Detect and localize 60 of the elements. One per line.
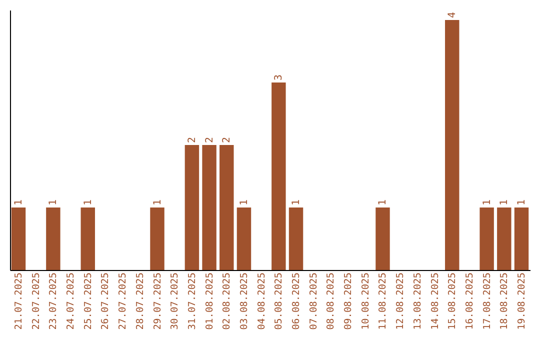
x-tick-label: 22.07.2025 — [30, 272, 42, 330]
bar — [11, 208, 26, 270]
x-tick-label: 02.08.2025 — [222, 272, 233, 330]
data-label: 2 — [186, 136, 198, 143]
data-label: 1 — [152, 199, 164, 206]
x-tick-label: 10.08.2025 — [360, 272, 372, 330]
data-label: 1 — [14, 199, 24, 206]
x-tick-label: 18.08.2025 — [499, 272, 510, 330]
x-tick-label: 25.07.2025 — [82, 272, 94, 330]
data-label: 2 — [222, 136, 233, 143]
x-tick-label: 27.07.2025 — [118, 272, 129, 330]
data-label: 1 — [291, 199, 302, 206]
x-tick-label: 23.07.2025 — [48, 272, 60, 330]
x-tick-label: 17.08.2025 — [482, 272, 493, 330]
x-tick-label: 08.08.2025 — [326, 272, 337, 330]
x-tick-label: 01.08.2025 — [204, 272, 216, 330]
bar — [376, 208, 390, 270]
x-tick-label: 09.08.2025 — [343, 272, 354, 330]
bar — [46, 208, 60, 270]
x-tick-label: 07.08.2025 — [308, 272, 320, 330]
data-label: 1 — [516, 199, 528, 206]
x-tick-label: 30.07.2025 — [170, 272, 181, 330]
x-tick-label: 24.07.2025 — [66, 272, 77, 330]
x-tick-label: 28.07.2025 — [134, 272, 146, 330]
data-label: 1 — [482, 199, 493, 206]
bar — [497, 208, 512, 270]
bar — [80, 208, 95, 270]
x-tick-label: 03.08.2025 — [238, 272, 250, 330]
x-tick-label: 16.08.2025 — [464, 272, 476, 330]
x-tick-label: 26.07.2025 — [100, 272, 112, 330]
data-label: 3 — [274, 74, 285, 80]
bar — [220, 145, 234, 270]
x-tick-label: 04.08.2025 — [256, 272, 268, 330]
data-label: 1 — [238, 199, 250, 206]
bar — [288, 208, 304, 270]
x-tick-label: 29.07.2025 — [152, 272, 164, 330]
x-tick-label: 21.07.2025 — [14, 272, 24, 330]
x-tick-label: 05.08.2025 — [274, 272, 285, 330]
x-tick-label: 14.08.2025 — [430, 272, 441, 330]
bar — [202, 145, 216, 270]
x-tick-label: 12.08.2025 — [395, 272, 406, 330]
x-tick-label: 06.08.2025 — [291, 272, 302, 330]
data-label: 1 — [378, 199, 389, 206]
x-tick-label: 31.07.2025 — [186, 272, 198, 330]
bar — [445, 20, 460, 270]
x-tick-label: 15.08.2025 — [447, 272, 458, 330]
data-label: 1 — [48, 199, 60, 206]
bar — [514, 208, 529, 270]
bar — [236, 208, 252, 270]
x-tick-label: 11.08.2025 — [378, 272, 389, 330]
data-label: 4 — [447, 12, 458, 18]
data-label: 1 — [499, 199, 510, 206]
x-tick-label: 19.08.2025 — [516, 272, 528, 330]
bar — [150, 208, 164, 270]
bar — [480, 208, 494, 270]
data-label: 1 — [82, 199, 94, 206]
bar — [272, 82, 286, 270]
bar — [184, 145, 200, 270]
x-tick-label: 13.08.2025 — [412, 272, 424, 330]
data-label: 2 — [204, 136, 216, 143]
